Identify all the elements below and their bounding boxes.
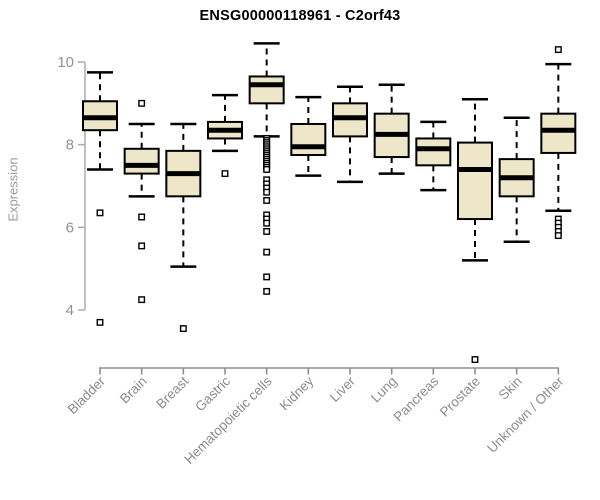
x-tick-label: Brain [117, 374, 150, 407]
box-group [373, 83, 410, 175]
outlier-point [263, 219, 271, 227]
x-tick-label: Gastric [192, 373, 233, 414]
iqr-box [123, 147, 160, 175]
box-group [248, 42, 285, 295]
x-tick-label: Unknown / Other [484, 373, 567, 456]
iqr-box [456, 141, 493, 221]
outlier-point [96, 318, 104, 326]
iqr-box [540, 112, 577, 154]
outlier-point [179, 325, 187, 333]
y-tick-label: 6 [66, 219, 74, 236]
box-group [498, 116, 535, 244]
iqr-box [415, 137, 452, 167]
iqr-box [248, 75, 285, 105]
outlier-point [263, 166, 271, 173]
outlier-point [138, 296, 146, 304]
y-tick-label: 4 [66, 302, 74, 319]
outlier-point [263, 188, 271, 196]
x-tick-label: Skin [496, 374, 525, 403]
x-tick-label: Liver [327, 373, 359, 405]
outlier-point [263, 287, 271, 295]
iqr-box [290, 122, 327, 156]
x-tick-label: Kidney [277, 373, 317, 413]
y-tick-label: 10 [57, 54, 74, 71]
outlier-point [471, 356, 479, 364]
outlier-point [138, 213, 146, 221]
box-group [123, 99, 160, 304]
x-tick-label: Bladder [65, 373, 109, 417]
x-tick-label: Pancreas [391, 373, 442, 424]
box-group [82, 71, 118, 326]
outlier-point [138, 99, 146, 107]
outlier-point [263, 228, 271, 235]
box-group [415, 120, 452, 192]
box-group [331, 85, 368, 184]
outlier-point [263, 197, 271, 204]
chart-title: ENSG00000118961 - C2orf43 [199, 8, 401, 24]
outlier-point [263, 273, 271, 281]
box-group [540, 46, 577, 240]
box-group [290, 95, 327, 177]
x-tick-label: Breast [153, 373, 191, 411]
outlier-point [554, 46, 562, 54]
x-tick-label: Lung [368, 374, 400, 406]
outlier-point [263, 248, 271, 256]
outlier-point [96, 209, 104, 217]
outlier-point [221, 170, 229, 178]
box-group [456, 97, 493, 364]
outlier-point [138, 242, 146, 250]
box-group [165, 122, 202, 333]
x-tick-label: Prostate [437, 374, 483, 420]
box-group [206, 93, 243, 178]
outlier-point [554, 232, 562, 240]
y-tick-label: 8 [66, 137, 74, 154]
